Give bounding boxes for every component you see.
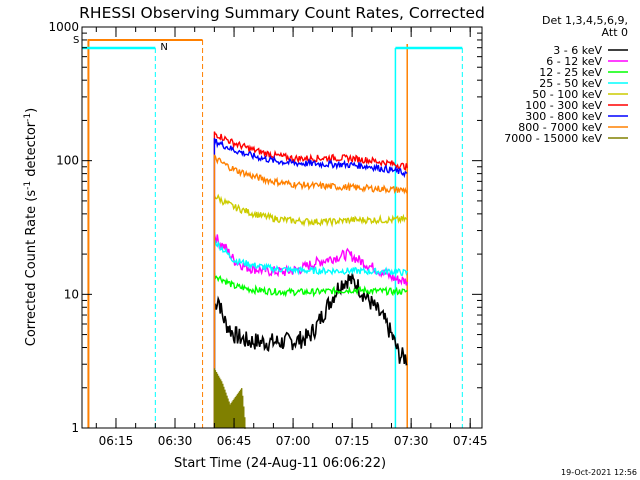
legend-label-1: 3 - 6 keV (553, 44, 602, 57)
series-line-8 (213, 154, 408, 428)
y-axis-label-end: ) (24, 108, 39, 113)
legend-label-3: 12 - 25 keV (539, 66, 602, 79)
legend-header-line-2: Att 0 (602, 26, 628, 39)
y-tick-label: 1 (71, 421, 79, 435)
x-tick-label: 06:30 (158, 434, 193, 448)
legend-label-9: 7000 - 15000 keV (504, 132, 602, 145)
x-tick-label: 07:45 (453, 434, 488, 448)
legend-label-2: 6 - 12 keV (546, 55, 602, 68)
plot-frame (81, 26, 483, 429)
plot-area: SN (73, 35, 463, 429)
y-tick-label: 10 (64, 287, 79, 301)
x-tick-label: 06:15 (99, 434, 134, 448)
legend-label-7: 300 - 800 keV (525, 110, 602, 123)
x-axis-label: Start Time (24-Aug-11 06:06:22) (174, 456, 386, 471)
y-axis-label-mid: detector (24, 121, 39, 181)
x-tick-label: 07:15 (335, 434, 370, 448)
legend-label-6: 100 - 300 keV (525, 99, 602, 112)
flag-s-label: S (73, 35, 79, 46)
legend-header-line-1: Det 1,3,4,5,6,9, (542, 14, 628, 27)
x-tick-label: 07:30 (394, 434, 429, 448)
footer-timestamp: 19-Oct-2021 12:56 (561, 468, 637, 477)
x-tick-label: 06:45 (217, 434, 252, 448)
flag-n-label: N (160, 42, 167, 53)
x-tick-label: 07:00 (276, 434, 311, 448)
y-axis-label: Corrected Count Rate (s-1 detector-1) (23, 108, 39, 346)
legend-label-4: 25 - 50 keV (539, 77, 602, 90)
series-line-6 (213, 131, 408, 428)
flag-s-bar (87, 39, 203, 428)
series-line-3 (213, 272, 408, 428)
series-line-4 (213, 240, 408, 428)
chart-title: RHESSI Observing Summary Count Rates, Co… (79, 4, 485, 22)
series-line-1 (213, 273, 408, 428)
y-axis-label-main: Corrected Count Rate (s (24, 190, 39, 347)
legend-label-5: 50 - 100 keV (532, 88, 602, 101)
series-line-9 (213, 368, 246, 429)
y-axis-label-sup2: -1 (23, 113, 33, 122)
y-tick-label: 1000 (48, 20, 79, 34)
series-line-7 (213, 138, 408, 428)
y-axis-label-sup1: -1 (23, 181, 33, 190)
y-tick-label: 100 (56, 154, 79, 168)
legend-label-8: 800 - 7000 keV (518, 121, 602, 134)
axes: 1 10 100 1000 06:15 06:30 06:45 07:00 07:15 07:30… (48, 20, 487, 448)
series-line-5 (213, 193, 408, 428)
